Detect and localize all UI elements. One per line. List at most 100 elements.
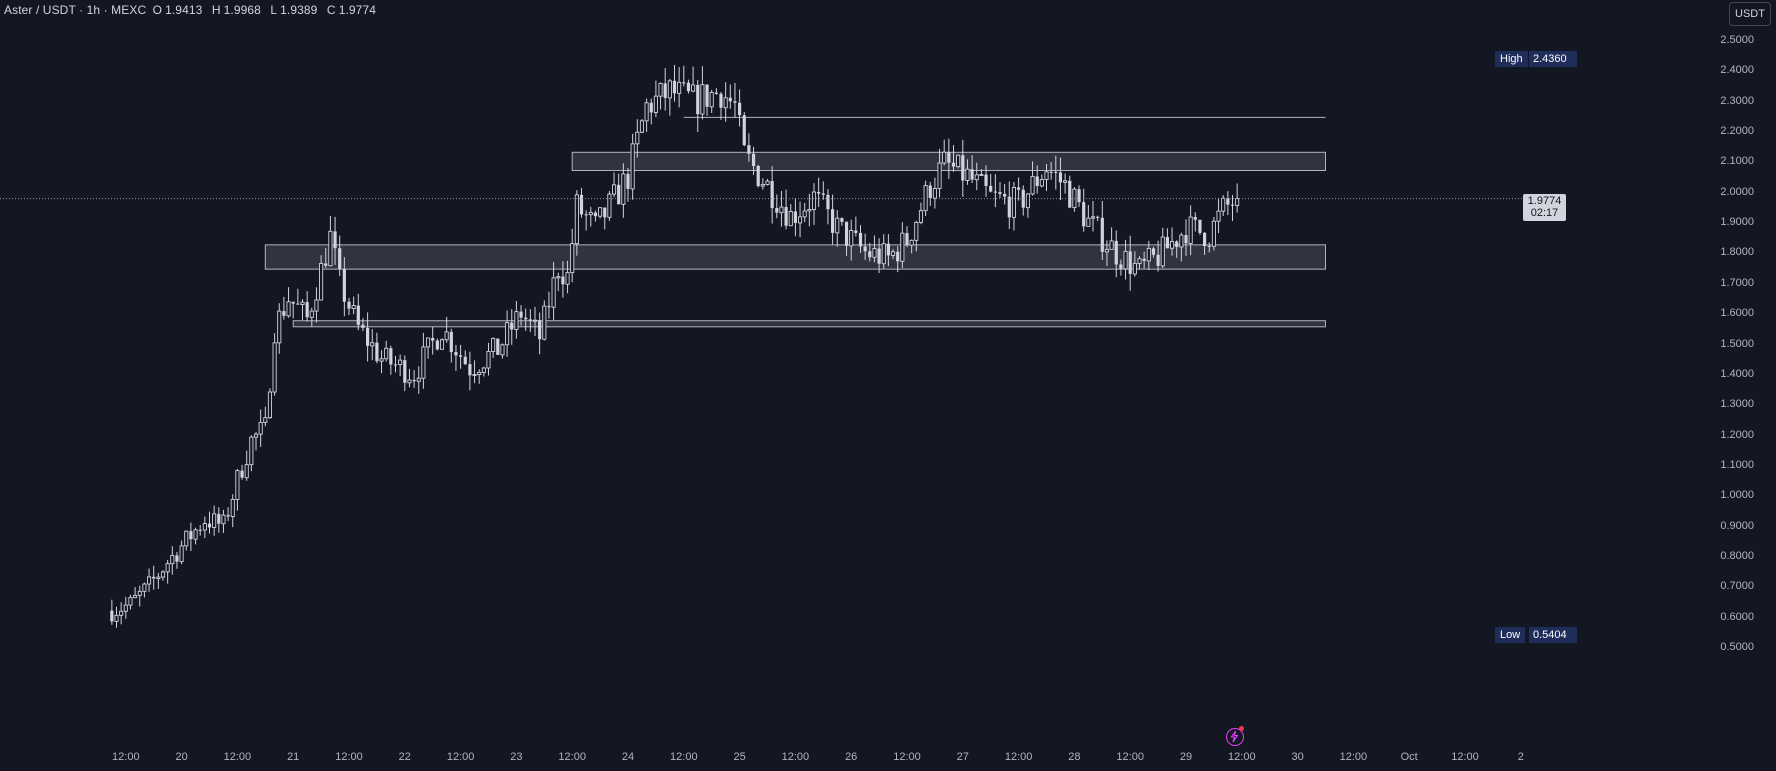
candle: [984, 165, 988, 197]
price-zone-rectangle[interactable]: [292, 320, 1327, 328]
candle: [565, 260, 570, 294]
candle: [951, 145, 956, 172]
candle: [868, 242, 872, 262]
candle: [1054, 155, 1058, 190]
candle: [221, 509, 226, 533]
candle: [114, 606, 119, 628]
open-label: O: [152, 3, 163, 17]
candle: [588, 206, 593, 227]
candle: [1039, 174, 1044, 188]
candle: [342, 257, 346, 317]
candle: [1068, 175, 1072, 209]
candle: [817, 177, 821, 207]
candle: [621, 163, 626, 218]
candle: [872, 235, 877, 263]
candle: [514, 301, 519, 339]
low-label: L: [270, 3, 278, 17]
candle: [751, 146, 756, 175]
candle: [356, 293, 360, 331]
time-tick: 22: [398, 751, 411, 763]
candle: [877, 238, 881, 274]
candle: [1086, 204, 1091, 227]
lightning-icon[interactable]: [1226, 728, 1244, 746]
candle: [905, 226, 909, 248]
candle: [1104, 240, 1109, 267]
candle: [416, 366, 421, 394]
price-tick: 2.4000: [1720, 64, 1754, 77]
candle: [1025, 193, 1030, 218]
currency-button[interactable]: USDT: [1729, 2, 1771, 26]
candle: [807, 193, 812, 227]
candle: [593, 210, 598, 222]
candle: [486, 342, 491, 376]
candle: [635, 119, 640, 158]
time-tick: 12:00: [112, 751, 140, 763]
candle: [756, 164, 760, 188]
candle: [123, 596, 128, 619]
candle: [1011, 181, 1016, 231]
candle: [649, 98, 653, 125]
candle: [431, 326, 435, 355]
candle: [798, 201, 803, 238]
candle: [1151, 246, 1156, 258]
candle: [532, 306, 538, 337]
candle: [1179, 232, 1184, 262]
candle: [1082, 188, 1086, 232]
candle: [733, 82, 737, 118]
candle: [956, 154, 961, 169]
candle: [821, 181, 825, 200]
candle: [314, 287, 319, 323]
candle: [272, 333, 277, 396]
price-tick: 1.1000: [1720, 458, 1754, 471]
candle: [961, 139, 965, 197]
candle: [612, 172, 617, 198]
price-tick: 2.3000: [1720, 94, 1754, 107]
candle: [528, 309, 532, 333]
candle: [333, 216, 337, 265]
candle: [653, 80, 658, 118]
candle: [1049, 161, 1053, 180]
candle: [538, 312, 542, 355]
candle: [207, 511, 212, 534]
candle: [775, 194, 779, 219]
candle: [1035, 165, 1039, 194]
candle: [142, 582, 147, 598]
candle: [579, 187, 584, 218]
candle: [709, 89, 714, 113]
candle: [644, 98, 649, 132]
time-tick: 12:00: [1339, 751, 1368, 763]
candle: [844, 221, 849, 256]
candle: [249, 435, 254, 472]
candle: [1030, 161, 1035, 196]
candle: [472, 360, 477, 384]
candle: [1128, 235, 1132, 291]
candle: [1184, 219, 1188, 256]
candle: [607, 191, 612, 222]
symbol-title: Aster / USDT · 1h · MEXC: [4, 3, 147, 17]
candle: [765, 178, 770, 186]
candle: [468, 351, 472, 391]
candle: [496, 338, 500, 355]
price-zone-rectangle[interactable]: [264, 244, 1326, 270]
candle: [909, 239, 914, 254]
price-tick: 2.5000: [1720, 34, 1754, 46]
time-tick: 12:00: [670, 751, 698, 763]
candle: [742, 112, 746, 147]
candle: [202, 516, 207, 539]
price-tick: 1.5000: [1720, 337, 1754, 350]
candle: [263, 406, 268, 427]
candle: [784, 189, 788, 230]
candle: [639, 118, 644, 134]
candle: [1211, 216, 1216, 251]
candle: [189, 522, 193, 552]
candle: [277, 303, 282, 354]
candle: [370, 329, 375, 361]
candle: [811, 183, 817, 225]
time-tick: 12:00: [893, 751, 921, 763]
candle: [1156, 240, 1160, 272]
time-tick: 28: [1068, 751, 1081, 763]
candle: [547, 291, 551, 319]
price-tick: 1.7000: [1720, 276, 1754, 289]
candle: [1175, 240, 1179, 258]
